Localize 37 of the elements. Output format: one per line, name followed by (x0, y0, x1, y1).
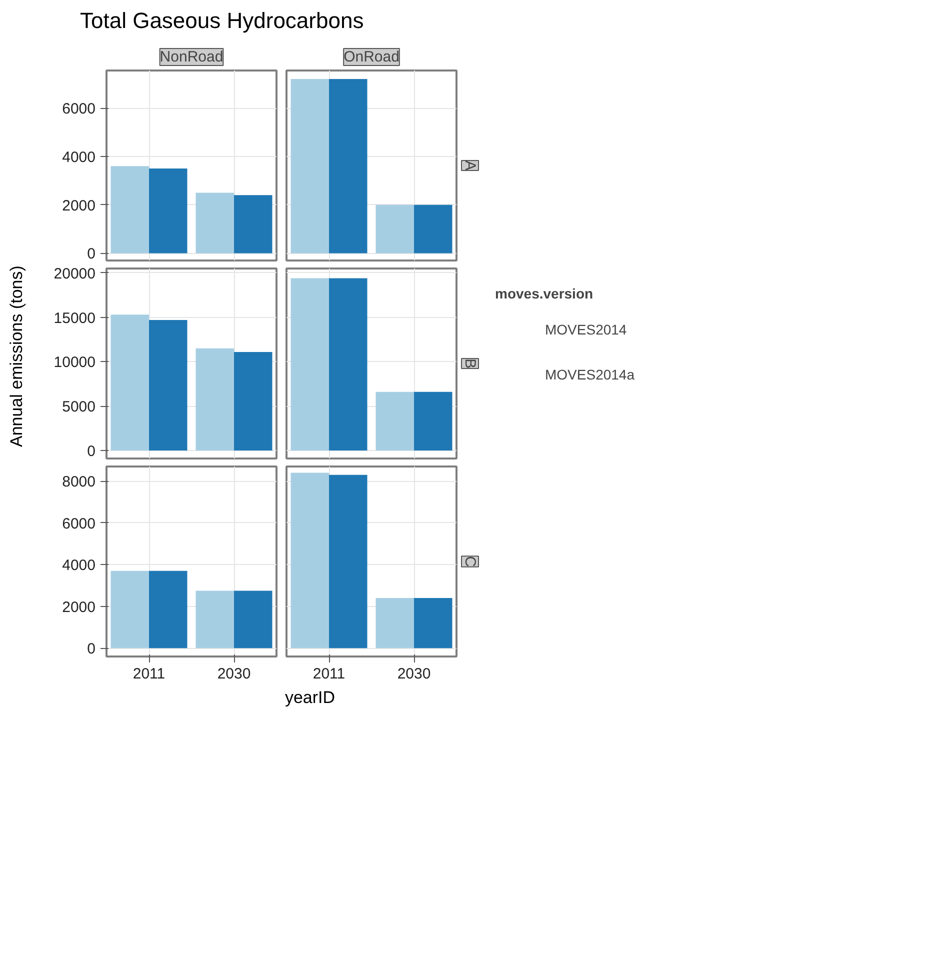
y-tick-label: 6000 (62, 100, 96, 118)
y-tick-label: 2000 (62, 198, 96, 215)
y-tick-label: 4000 (62, 149, 96, 166)
x-tick-label: 2011 (132, 666, 166, 683)
text: B (462, 358, 478, 369)
bar (110, 166, 149, 254)
legend-title: moves.version (495, 286, 594, 302)
y-tick-label: 0 (87, 641, 96, 658)
y-tick-label: 0 (87, 246, 96, 264)
text: C (462, 556, 478, 568)
y-tick-label: 20000 (54, 266, 96, 283)
y-tick-label: 2000 (62, 599, 96, 616)
bar (149, 320, 188, 451)
y-tick-label: 4000 (62, 558, 96, 575)
text: yearID (284, 687, 336, 710)
bar (196, 348, 234, 451)
bar (234, 352, 272, 451)
text: MOVES2014 (545, 321, 627, 338)
chart-title: OnRoad (344, 48, 400, 66)
text: MOVES2014a (545, 366, 634, 382)
x-tick-label: 2030 (217, 666, 251, 683)
y-tick-label: 8000 (62, 474, 96, 492)
bar (196, 193, 234, 254)
text: A (462, 160, 478, 171)
y-tick-label: 0 (87, 443, 96, 460)
y-tick-label: 6000 (62, 516, 96, 533)
y-tick-label: 10000 (54, 354, 96, 372)
chart-title: NonRoad (160, 48, 224, 66)
text: Total Gaseous Hydrocarbons (80, 7, 364, 35)
y-tick-label: 15000 (54, 310, 96, 328)
y-tick-label: 5000 (62, 399, 96, 416)
bar (234, 196, 272, 254)
text: Annual emissions (tons) (6, 266, 27, 448)
x-tick-label: 2030 (397, 666, 431, 683)
bar (110, 315, 149, 451)
bar (149, 168, 188, 254)
x-tick-label: 2011 (312, 666, 346, 683)
